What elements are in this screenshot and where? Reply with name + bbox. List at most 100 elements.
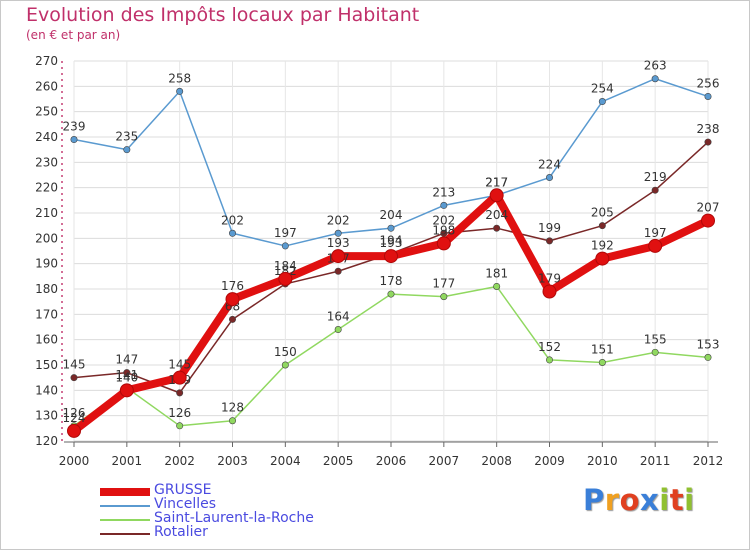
data-point-vincelles [334, 229, 342, 237]
y-tick-label: 220 [35, 181, 58, 195]
data-label-saint-laurent-la-roche: 177 [432, 277, 455, 291]
data-point-vincelles [123, 146, 131, 154]
legend-swatch [100, 488, 150, 496]
data-label-vincelles: 204 [380, 208, 403, 222]
data-point-vincelles [281, 242, 289, 250]
data-label-rotalier: 205 [591, 206, 614, 220]
data-label-rotalier: 194 [380, 234, 403, 248]
data-label-vincelles: 258 [168, 71, 191, 85]
data-label-saint-laurent-la-roche: 150 [274, 345, 297, 359]
data-point-vincelles [229, 229, 237, 237]
data-label-grusse: 198 [432, 223, 455, 237]
data-point-saint-laurent-la-roche [704, 353, 712, 361]
data-label-rotalier: 199 [538, 221, 561, 235]
y-tick-label: 250 [35, 105, 58, 119]
data-point-grusse [172, 370, 187, 385]
data-label-saint-laurent-la-roche: 153 [697, 337, 720, 351]
data-point-saint-laurent-la-roche [545, 356, 553, 364]
data-label-grusse: 192 [591, 239, 614, 253]
data-point-vincelles [651, 75, 659, 83]
data-point-grusse [489, 188, 504, 203]
data-point-saint-laurent-la-roche [229, 417, 237, 425]
data-point-grusse [119, 383, 134, 398]
y-tick-label: 260 [35, 79, 58, 93]
x-tick-label: 2010 [587, 454, 618, 468]
x-tick-label: 2012 [693, 454, 724, 468]
data-point-rotalier [493, 224, 501, 232]
data-point-rotalier [176, 389, 184, 397]
data-label-vincelles: 256 [697, 76, 720, 90]
data-point-grusse [648, 238, 663, 253]
data-label-saint-laurent-la-roche: 155 [644, 332, 667, 346]
y-tick-label: 200 [35, 231, 58, 245]
legend-label: Vincelles [154, 496, 217, 512]
data-point-grusse [542, 284, 557, 299]
data-label-vincelles: 197 [274, 226, 297, 240]
data-point-grusse [67, 423, 81, 438]
data-point-rotalier [704, 138, 712, 146]
data-label-vincelles: 224 [538, 158, 561, 172]
data-label-rotalier: 145 [63, 358, 86, 372]
data-label-vincelles: 213 [432, 185, 455, 199]
data-point-rotalier [545, 237, 553, 245]
y-tick-label: 140 [35, 383, 58, 397]
data-point-saint-laurent-la-roche [493, 282, 501, 290]
data-point-vincelles [387, 224, 395, 232]
x-tick-label: 2011 [640, 454, 671, 468]
data-label-saint-laurent-la-roche: 181 [485, 266, 508, 280]
data-point-vincelles [70, 136, 78, 144]
x-tick-label: 2002 [164, 454, 195, 468]
data-point-rotalier [651, 186, 659, 194]
y-tick-label: 270 [35, 54, 58, 68]
x-tick-label: 2003 [217, 454, 248, 468]
data-point-grusse [436, 236, 451, 251]
x-tick-label: 2008 [481, 454, 512, 468]
data-label-grusse: 145 [168, 358, 191, 372]
data-label-grusse: 217 [485, 175, 508, 189]
legend-label: GRUSSE [154, 482, 212, 498]
y-tick-label: 180 [35, 282, 58, 296]
data-point-grusse [278, 271, 293, 286]
data-label-saint-laurent-la-roche: 164 [327, 310, 350, 324]
y-tick-label: 120 [35, 434, 58, 448]
data-label-vincelles: 217 [485, 175, 508, 189]
data-label-saint-laurent-la-roche: 126 [168, 406, 191, 420]
y-tick-label: 160 [35, 333, 58, 347]
data-point-vincelles [545, 174, 553, 182]
data-label-vincelles: 202 [327, 213, 350, 227]
data-point-saint-laurent-la-roche [334, 326, 342, 334]
data-point-saint-laurent-la-roche [598, 358, 606, 366]
y-tick-label: 130 [35, 409, 58, 423]
x-tick-label: 2009 [534, 454, 565, 468]
x-tick-label: 2006 [376, 454, 407, 468]
data-label-saint-laurent-la-roche: 128 [221, 401, 244, 415]
data-label-rotalier: 219 [644, 170, 667, 184]
data-label-grusse: 193 [327, 236, 350, 250]
x-tick-label: 2005 [323, 454, 354, 468]
x-tick-label: 2007 [429, 454, 460, 468]
legend-label: Rotalier [154, 524, 208, 540]
data-label-grusse: 193 [380, 236, 403, 250]
data-label-vincelles: 202 [221, 213, 244, 227]
y-tick-label: 230 [35, 155, 58, 169]
data-point-saint-laurent-la-roche [176, 422, 184, 430]
data-point-vincelles [704, 92, 712, 100]
data-label-grusse: 140 [115, 370, 138, 384]
x-tick-label: 2001 [112, 454, 143, 468]
data-label-grusse: 176 [221, 279, 244, 293]
chart-subtitle: (en € et par an) [26, 28, 121, 42]
legend-swatch [100, 519, 150, 521]
data-point-grusse [225, 292, 240, 307]
data-point-grusse [701, 213, 715, 228]
legend-swatch [100, 533, 150, 535]
y-tick-label: 240 [35, 130, 58, 144]
data-label-grusse: 124 [63, 411, 86, 425]
data-point-grusse [331, 249, 346, 264]
y-tick-label: 210 [35, 206, 58, 220]
data-label-rotalier: 182 [274, 264, 297, 278]
data-label-vincelles: 254 [591, 82, 614, 96]
y-tick-label: 150 [35, 358, 58, 372]
data-label-vincelles: 235 [115, 130, 138, 144]
data-point-vincelles [440, 201, 448, 209]
